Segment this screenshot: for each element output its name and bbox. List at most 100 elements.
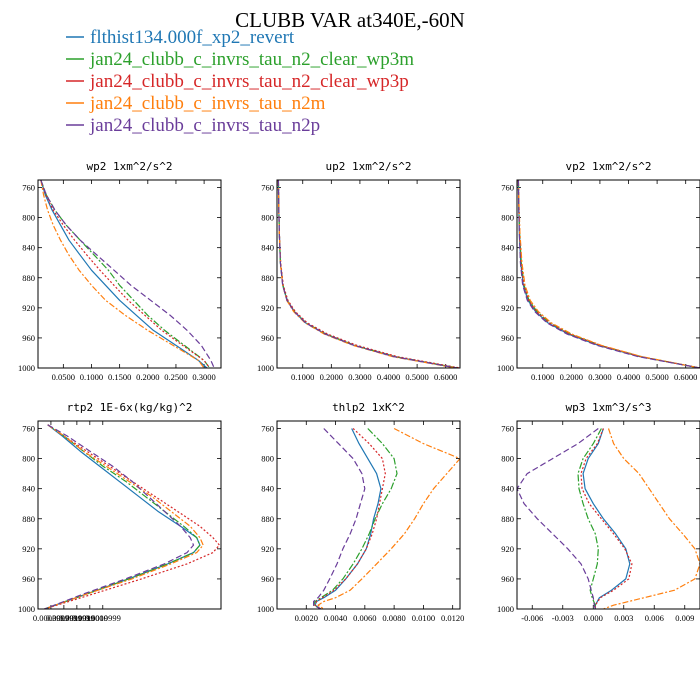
y-tick-label: 1000 <box>497 363 514 373</box>
x-tick-label: -0.006 <box>521 613 543 623</box>
chart-panel: wp2 1xm^2/s^2 760 800 840 880 920 960 1000 0.050… <box>18 160 222 382</box>
series-line <box>277 180 458 368</box>
chart-panel: up2 1xm^2/s^2 760 800 840 880 920 960 1000 0.100… <box>257 160 461 382</box>
x-tick-label: 0.1000 <box>80 372 103 382</box>
plot-frame <box>516 420 700 610</box>
x-tick-label: 0.6000 <box>434 372 457 382</box>
legend-entry: jan24_clubb_c_invrs_tau_n2p <box>89 115 320 136</box>
chart-panel: thlp2 1xK^2 760 800 840 880 920 960 1000 0.0020 0… <box>257 401 464 623</box>
y-tick-label: 1000 <box>257 604 274 614</box>
y-tick-label: 840 <box>261 243 274 253</box>
series-line <box>580 428 633 609</box>
x-tick-label: 0.0020 <box>295 613 318 623</box>
y-tick-label: 760 <box>22 183 35 193</box>
y-tick-label: 880 <box>501 514 514 524</box>
x-tick-label: 0.1000 <box>291 372 314 382</box>
y-tick-label: 960 <box>22 333 35 343</box>
panel-title: thlp2 1xK^2 <box>332 401 405 414</box>
y-tick-label: 840 <box>22 243 35 253</box>
y-tick-label: 760 <box>501 183 514 193</box>
series-line <box>40 180 215 368</box>
x-tick-label: 0.009 <box>675 613 694 623</box>
series-line <box>517 180 700 368</box>
series-line <box>577 428 602 609</box>
y-tick-label: 800 <box>22 454 35 464</box>
x-tick-label: 0.0011999 <box>59 613 95 623</box>
y-tick-label: 800 <box>501 213 514 223</box>
chart-panel: wp3 1xm^3/s^3 760 800 840 880 920 960 1000 -0.00… <box>497 401 700 623</box>
y-tick-label: 920 <box>261 303 274 313</box>
x-tick-label: 0.3000 <box>588 372 611 382</box>
series-line <box>40 180 211 368</box>
figure-title: CLUBB VAR at340E,-60N <box>235 8 465 32</box>
y-tick-label: 960 <box>22 574 35 584</box>
series-line <box>277 180 460 368</box>
y-tick-label: 800 <box>261 213 274 223</box>
y-tick-label: 920 <box>261 544 274 554</box>
x-tick-label: 0.3000 <box>348 372 371 382</box>
x-tick-label: -0.003 <box>552 613 574 623</box>
plot-frame <box>37 179 222 369</box>
series-line <box>317 427 460 609</box>
y-tick-label: 880 <box>261 273 274 283</box>
x-tick-label: 0.5000 <box>645 372 668 382</box>
panel-title: vp2 1xm^2/s^2 <box>565 160 651 173</box>
series-line <box>44 424 220 609</box>
series-line <box>40 180 208 368</box>
y-tick-label: 760 <box>501 424 514 434</box>
y-tick-label: 760 <box>261 424 274 434</box>
x-tick-label: 0.5000 <box>405 372 428 382</box>
series-line <box>44 424 201 609</box>
x-tick-label: 0.000 <box>584 613 603 623</box>
x-tick-label: 0.0500 <box>52 372 75 382</box>
y-tick-label: 880 <box>22 514 35 524</box>
x-tick-label: 0.0100 <box>412 613 435 623</box>
x-tick-label: 0.1500 <box>108 372 131 382</box>
y-tick-label: 960 <box>501 574 514 584</box>
plot-frame <box>276 420 461 610</box>
x-tick-label: 0.003 <box>614 613 633 623</box>
x-tick-label: 0.0007999 <box>46 613 82 623</box>
x-tick-label: 0.0060 <box>353 613 376 623</box>
x-tick-label: 0.2500 <box>164 372 187 382</box>
series-line <box>44 424 195 609</box>
legend: flthist134.000f_xp2_revertjan24_clubb_c_… <box>66 27 414 136</box>
x-tick-label: 0.0080 <box>382 613 405 623</box>
x-tick-label: 0.2000 <box>320 372 343 382</box>
x-tick-label: 0.0040 <box>324 613 347 623</box>
x-tick-label: 0.1000 <box>531 372 554 382</box>
y-tick-label: 960 <box>261 574 274 584</box>
x-tick-label: 0.2000 <box>136 372 159 382</box>
y-tick-label: 960 <box>261 333 274 343</box>
y-tick-label: 920 <box>22 544 35 554</box>
series-line <box>517 180 700 368</box>
x-tick-label: 0.3000 <box>192 372 215 382</box>
legend-entry: jan24_clubb_c_invrs_tau_n2_clear_wp3p <box>89 71 409 92</box>
panel-title: up2 1xm^2/s^2 <box>325 160 411 173</box>
y-tick-label: 880 <box>261 514 274 524</box>
series-line <box>517 180 700 368</box>
y-tick-label: 760 <box>22 424 35 434</box>
series-line <box>603 428 700 609</box>
y-tick-label: 880 <box>501 273 514 283</box>
x-tick-label: 0.0016000 <box>72 613 108 623</box>
series-line <box>313 428 366 609</box>
y-tick-label: 880 <box>22 273 35 283</box>
y-tick-label: 1000 <box>18 604 35 614</box>
series-line <box>277 180 456 368</box>
series-line <box>517 180 700 368</box>
series-line <box>314 428 382 609</box>
x-tick-label: 0.0120 <box>441 613 464 623</box>
y-tick-label: 1000 <box>257 363 274 373</box>
chart-panel: rtp2 1E-6x(kg/kg)^2 760 800 840 880 920 960 100… <box>18 401 222 623</box>
series-line <box>517 180 700 368</box>
panel-title: rtp2 1E-6x(kg/kg)^2 <box>67 401 193 414</box>
series-line <box>313 428 398 609</box>
y-tick-label: 920 <box>501 544 514 554</box>
plot-frame <box>37 420 222 610</box>
panel-title: wp2 1xm^2/s^2 <box>86 160 172 173</box>
panel-title: wp3 1xm^3/s^3 <box>565 401 651 414</box>
series-line <box>40 180 211 368</box>
series-line <box>314 428 386 609</box>
